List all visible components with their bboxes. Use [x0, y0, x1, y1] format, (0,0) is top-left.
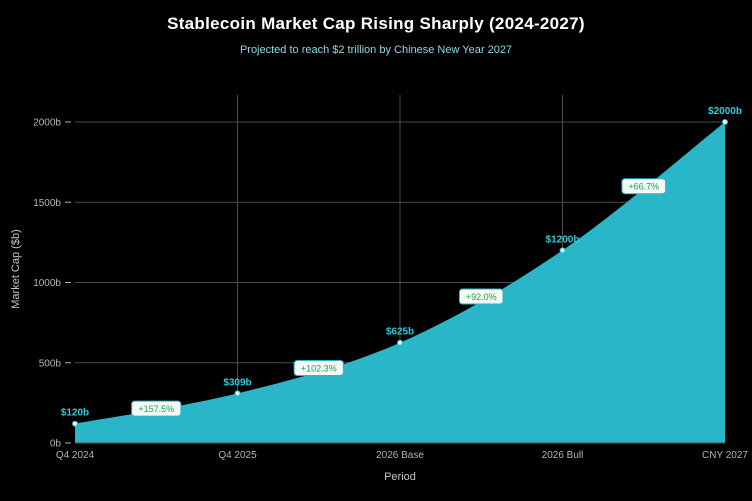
value-label: $1200b: [546, 234, 580, 245]
y-tick-label: 2000b: [33, 118, 61, 129]
pct-change-badge: [293, 360, 344, 377]
area-fill: [75, 122, 725, 443]
value-label: $120b: [61, 408, 89, 419]
x-tick-label: 2026 Bull: [542, 450, 584, 461]
x-tick-label: Q4 2025: [218, 450, 257, 461]
data-point-marker: [72, 420, 78, 427]
pct-change-label: +157.5%: [138, 404, 174, 414]
value-label: $2000b: [708, 106, 742, 117]
x-tick-label: CNY 2027: [702, 450, 748, 461]
value-label: $309b: [223, 377, 251, 388]
chart-subtitle: Projected to reach $2 trillion by Chines…: [239, 44, 513, 56]
data-point-marker: [559, 247, 566, 254]
chart-title: Stablecoin Market Cap Rising Sharply (20…: [167, 14, 585, 33]
pct-change-badge: [131, 400, 182, 417]
value-label: $625b: [386, 327, 414, 338]
y-tick-label: 500b: [39, 358, 62, 369]
y-tick-label: 1500b: [33, 198, 61, 209]
x-tick-label: Q4 2024: [56, 450, 95, 461]
pct-change-label: +102.3%: [301, 364, 337, 374]
y-tick-label: 0b: [50, 439, 62, 450]
pct-change-label: +66.7%: [628, 182, 659, 192]
pct-change-badge: [621, 178, 667, 195]
y-tick-label: 1000b: [33, 278, 61, 289]
data-point-marker: [722, 119, 728, 125]
x-axis-title: Period: [384, 471, 416, 483]
data-point-marker: [234, 390, 241, 397]
x-tick-label: 2026 Base: [376, 450, 424, 461]
data-point-marker: [397, 339, 403, 346]
pct-change-badge: [458, 288, 504, 305]
pct-change-label: +92.0%: [466, 292, 497, 302]
